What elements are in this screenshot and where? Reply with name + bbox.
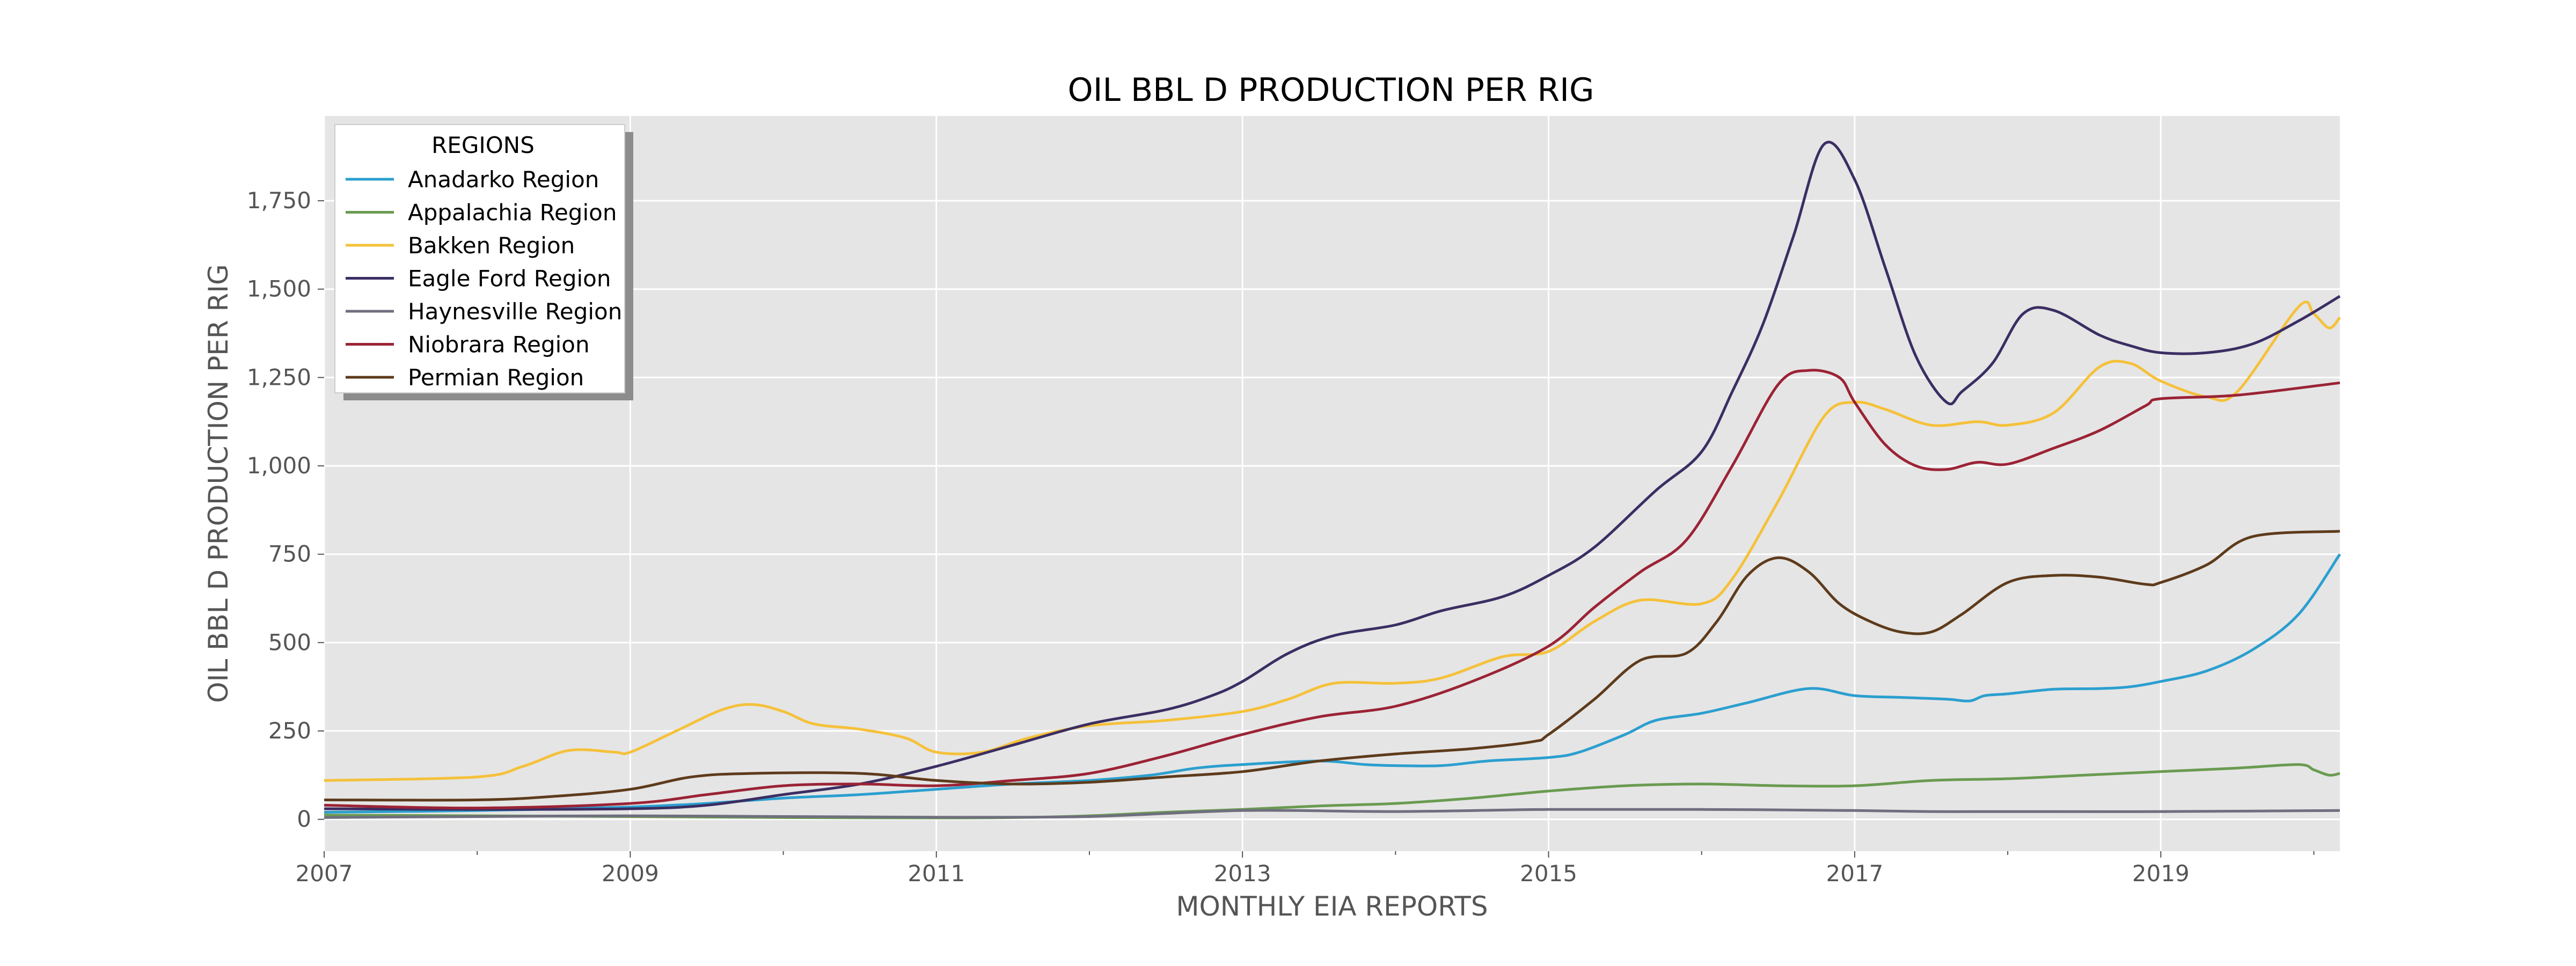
y-axis-title: OIL BBL D PRODUCTION PER RIG bbox=[203, 264, 234, 702]
legend-label-haynesville-region: Haynesville Region bbox=[408, 298, 622, 325]
x-tick-label: 2017 bbox=[1826, 860, 1883, 887]
series-line-bakken-region bbox=[324, 301, 2341, 782]
legend-label-bakken-region: Bakken Region bbox=[408, 232, 575, 259]
y-tick-label: 500 bbox=[268, 629, 311, 655]
legend-label-permian-region: Permian Region bbox=[408, 364, 584, 391]
y-tick-label: 1,250 bbox=[247, 364, 311, 390]
series-line-permian-region bbox=[324, 530, 2340, 802]
y-tick-label: 250 bbox=[268, 718, 311, 744]
series-line-niobrara-region bbox=[324, 369, 2340, 810]
grid bbox=[323, 116, 2340, 851]
chart-title: OIL BBL D PRODUCTION PER RIG bbox=[1068, 71, 1594, 109]
y-tick-label: 1,000 bbox=[247, 452, 311, 479]
x-tick-label: 2015 bbox=[1520, 860, 1577, 887]
legend-items: Anadarko Region Appalachia Region Bakken R… bbox=[346, 166, 622, 391]
x-tick-label: 2013 bbox=[1214, 860, 1271, 887]
y-tick-label: 1,500 bbox=[247, 276, 311, 302]
legend-label-appalachia-region: Appalachia Region bbox=[408, 200, 617, 226]
y-tick-label: 750 bbox=[268, 541, 311, 567]
y-tick-label: 1,750 bbox=[247, 187, 311, 214]
series-layer bbox=[324, 141, 2341, 819]
legend-label-niobrara-region: Niobrara Region bbox=[408, 332, 590, 358]
x-tick-label: 2011 bbox=[908, 860, 965, 887]
x-tick-label: 2019 bbox=[2132, 860, 2190, 887]
plot-area bbox=[324, 116, 2340, 851]
axes: 0 250 500 750 1,000 1,250 1,500 1,750 2007 2009 20… bbox=[247, 187, 2315, 887]
series-line-haynesville-region bbox=[324, 808, 2340, 819]
series-line-eagle-ford-region bbox=[324, 141, 2341, 811]
x-tick-label: 2007 bbox=[296, 860, 353, 887]
legend-box bbox=[334, 124, 625, 393]
legend: REGIONS Anadarko Region Appalachia Region… bbox=[334, 124, 633, 400]
y-tick-label: 0 bbox=[297, 806, 311, 832]
x-tick-label: 2009 bbox=[602, 860, 659, 887]
legend-title: REGIONS bbox=[431, 132, 535, 158]
legend-label-eagle-ford-region: Eagle Ford Region bbox=[408, 266, 611, 292]
x-axis-title: MONTHLY EIA REPORTS bbox=[1176, 891, 1488, 922]
legend-label-anadarko-region: Anadarko Region bbox=[408, 166, 599, 193]
series-line-anadarko-region bbox=[324, 553, 2341, 814]
